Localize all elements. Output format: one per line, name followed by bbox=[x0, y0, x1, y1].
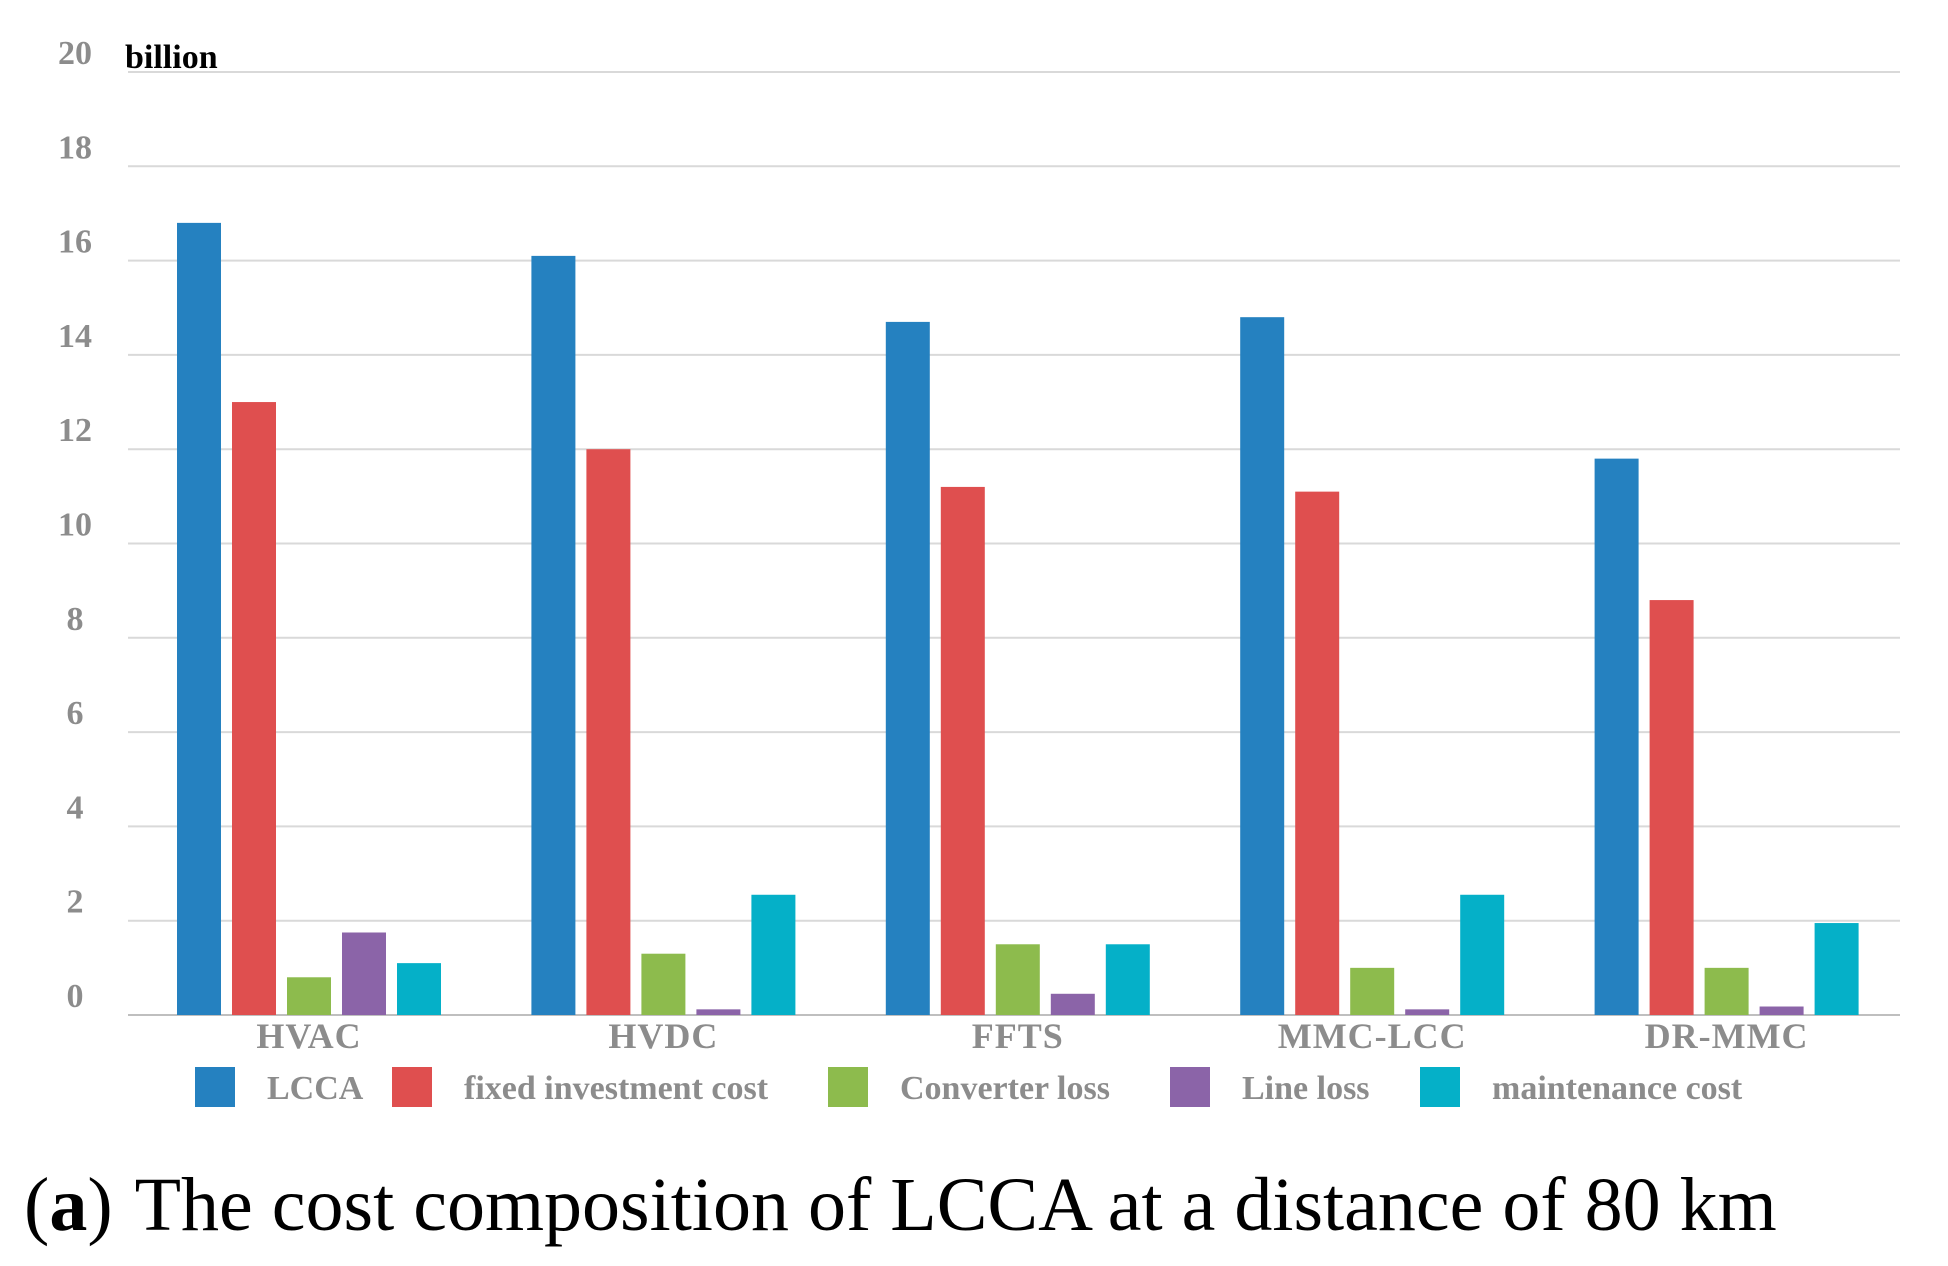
legend-label-converter-loss: Converter loss bbox=[900, 1070, 1110, 1107]
legend-label-maintenance-cost: maintenance cost bbox=[1492, 1070, 1743, 1107]
x-category-label-ffts: FFTS bbox=[972, 1016, 1064, 1056]
x-category-label-mmc-lcc: MMC-LCC bbox=[1278, 1016, 1467, 1056]
figure-caption: (a) The cost composition of LCCA at a dis… bbox=[24, 1163, 1777, 1247]
bar-hvdc-maintenance-cost bbox=[751, 894, 796, 1015]
bar-ffts-line-loss bbox=[1050, 993, 1095, 1015]
bar-hvac-line-loss bbox=[342, 932, 386, 1015]
bar-ffts-converter-loss bbox=[995, 944, 1040, 1015]
legend-label-fixed-investment-cost: fixed investment cost bbox=[464, 1070, 769, 1107]
gridlines bbox=[128, 71, 1900, 1016]
caption-open-paren: ( bbox=[24, 1163, 49, 1247]
bar-hvdc-line-loss bbox=[696, 1009, 741, 1015]
bar-ffts-fixed-investment-cost bbox=[940, 486, 985, 1015]
legend-swatch-line-loss bbox=[1170, 1067, 1210, 1107]
bar-dr-mmc-line-loss bbox=[1759, 1006, 1804, 1015]
y-axis-ticks: 0 2 4 6 8 10 12 14 16 18 20 bbox=[58, 35, 92, 1015]
bar-ffts-lcca bbox=[885, 321, 930, 1015]
bar-hvac-maintenance-cost bbox=[397, 963, 441, 1015]
bar-ffts-maintenance-cost bbox=[1105, 944, 1150, 1015]
y-tick-label-16: 16 bbox=[58, 224, 92, 261]
y-tick-label-12: 12 bbox=[58, 412, 92, 449]
y-tick-label-8: 8 bbox=[67, 601, 84, 638]
bar-hvac-fixed-investment-cost bbox=[232, 402, 276, 1015]
bar-mmc-lcc-line-loss bbox=[1405, 1009, 1450, 1015]
caption-text: The cost composition of LCCA at a distan… bbox=[135, 1163, 1777, 1247]
bar-hvdc-lcca bbox=[531, 255, 576, 1015]
legend: LCCA fixed investment cost Converter loss L… bbox=[195, 1067, 1743, 1107]
y-tick-label-2: 2 bbox=[67, 884, 84, 921]
y-tick-label-6: 6 bbox=[67, 695, 84, 732]
y-tick-label-4: 4 bbox=[67, 789, 84, 826]
bar-dr-mmc-fixed-investment-cost bbox=[1649, 600, 1694, 1015]
bar-mmc-lcc-maintenance-cost bbox=[1460, 894, 1505, 1015]
x-axis-category-labels: HVAC HVDC FFTS MMC-LCC DR-MMC bbox=[256, 1016, 1809, 1056]
y-tick-label-18: 18 bbox=[58, 129, 92, 166]
legend-swatch-fixed-investment-cost bbox=[392, 1067, 432, 1107]
bar-hvdc-converter-loss bbox=[641, 953, 686, 1015]
legend-swatch-maintenance-cost bbox=[1420, 1067, 1460, 1107]
bar-dr-mmc-converter-loss bbox=[1704, 967, 1749, 1015]
caption-letter: a bbox=[49, 1163, 87, 1247]
legend-label-line-loss: Line loss bbox=[1242, 1070, 1370, 1107]
y-axis-unit-label: billion bbox=[125, 39, 218, 76]
x-category-label-hvdc: HVDC bbox=[608, 1016, 718, 1056]
bar-mmc-lcc-fixed-investment-cost bbox=[1295, 491, 1340, 1015]
bar-dr-mmc-maintenance-cost bbox=[1814, 923, 1859, 1015]
x-category-label-hvac: HVAC bbox=[256, 1016, 361, 1056]
bar-dr-mmc-lcca bbox=[1594, 458, 1639, 1015]
legend-label-lcca: LCCA bbox=[267, 1070, 364, 1107]
bar-mmc-lcc-converter-loss bbox=[1350, 967, 1395, 1015]
bar-hvdc-fixed-investment-cost bbox=[586, 449, 631, 1015]
caption-close-paren: ) bbox=[87, 1163, 112, 1247]
y-tick-label-10: 10 bbox=[58, 507, 92, 544]
y-tick-label-14: 14 bbox=[58, 318, 92, 355]
bar-hvac-converter-loss bbox=[287, 977, 331, 1015]
bar-mmc-lcc-lcca bbox=[1240, 317, 1285, 1015]
legend-swatch-converter-loss bbox=[828, 1067, 868, 1107]
y-tick-label-0: 0 bbox=[67, 978, 84, 1015]
legend-swatch-lcca bbox=[195, 1067, 235, 1107]
bar-hvac-lcca bbox=[177, 222, 221, 1015]
y-tick-label-20: 20 bbox=[58, 35, 92, 72]
x-category-label-dr-mmc: DR-MMC bbox=[1645, 1016, 1809, 1056]
bars bbox=[177, 222, 1859, 1015]
